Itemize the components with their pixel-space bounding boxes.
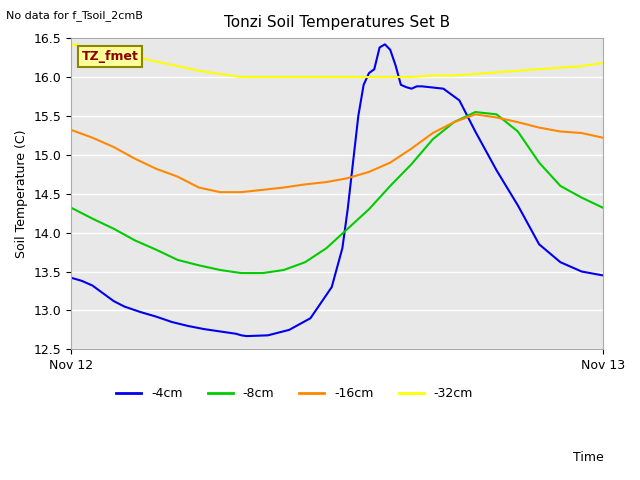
Text: Time: Time: [573, 451, 604, 464]
Text: TZ_fmet: TZ_fmet: [82, 50, 139, 63]
Legend: -4cm, -8cm, -16cm, -32cm: -4cm, -8cm, -16cm, -32cm: [111, 383, 478, 405]
Title: Tonzi Soil Temperatures Set B: Tonzi Soil Temperatures Set B: [224, 15, 450, 30]
Text: No data for f_Tsoil_2cmB: No data for f_Tsoil_2cmB: [6, 10, 143, 21]
Y-axis label: Soil Temperature (C): Soil Temperature (C): [15, 130, 28, 258]
